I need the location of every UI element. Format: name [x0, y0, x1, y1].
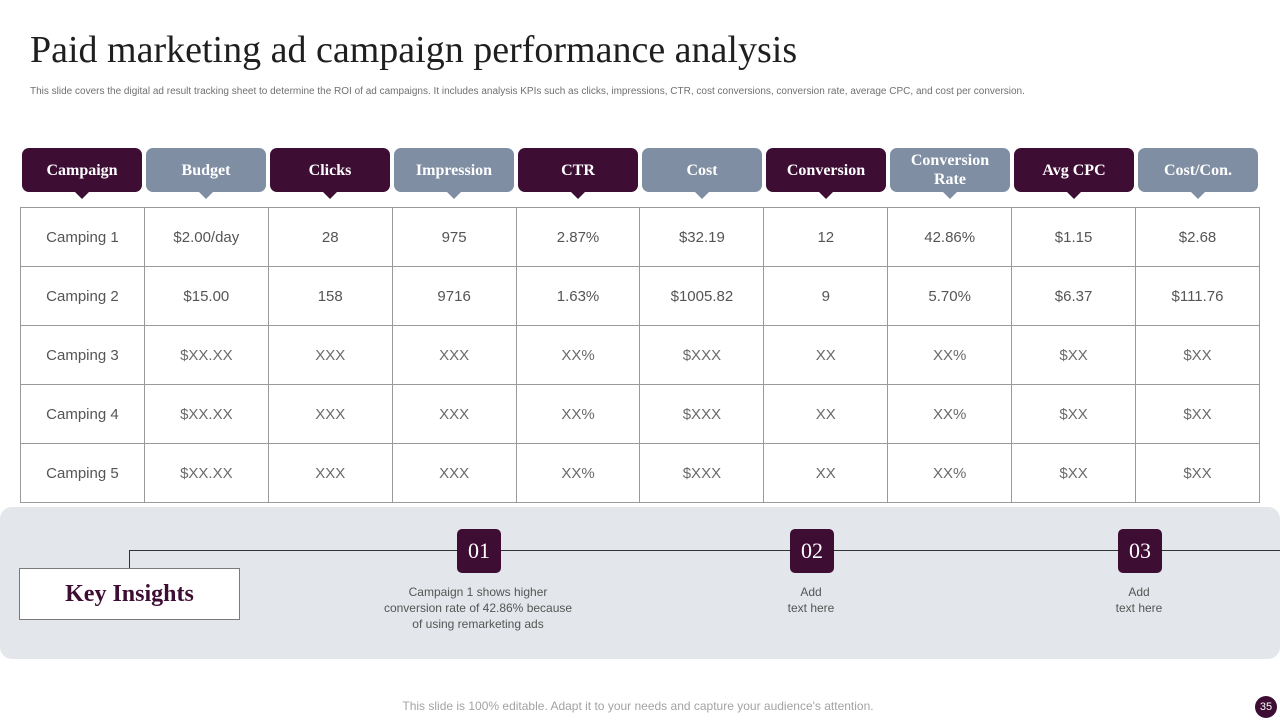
- slide-footer: This slide is 100% editable. Adapt it to…: [402, 699, 874, 713]
- table-cell: XXX: [391, 325, 517, 385]
- table-cell: $XXX: [639, 325, 765, 385]
- insight-text-1: Campaign 1 shows higher conversion rate …: [383, 585, 573, 631]
- table-cell: XX%: [887, 443, 1013, 503]
- header-cost: Cost: [642, 148, 762, 199]
- table-cell: $XX.XX: [143, 325, 269, 385]
- page-number-badge: 35: [1255, 696, 1277, 718]
- insight-text-2: Add text here: [787, 585, 835, 615]
- table-cell: XX%: [887, 325, 1013, 385]
- table-cell: 975: [391, 207, 517, 267]
- table-cell: XX%: [515, 443, 641, 503]
- table-cell: XX: [763, 443, 889, 503]
- table-cell: $XX: [1135, 384, 1260, 444]
- key-insights-label: Key Insights: [19, 568, 240, 620]
- table-cell: $2.68: [1135, 207, 1260, 267]
- table-row: Camping 2 $15.00 158 9716 1.63% $1005.82…: [20, 266, 1260, 326]
- table-cell: $XX: [1135, 443, 1260, 503]
- table-header-row: Campaign Budget Clicks Impression CTR Co…: [20, 148, 1260, 200]
- table-cell: XXX: [391, 384, 517, 444]
- table-cell: Camping 3: [20, 325, 145, 385]
- insight-number-3: 03: [1118, 529, 1162, 573]
- table-row: Camping 3 $XX.XX XXX XXX XX% $XXX XX XX%…: [20, 325, 1260, 385]
- table-cell: 2.87%: [515, 207, 641, 267]
- timeline-connector-drop: [129, 550, 130, 569]
- table-cell: $XX: [1011, 384, 1137, 444]
- table-cell: XXX: [391, 443, 517, 503]
- header-avg-cpc: Avg CPC: [1014, 148, 1134, 199]
- table-cell: $XX.XX: [143, 384, 269, 444]
- slide-subtitle: This slide covers the digital ad result …: [30, 86, 1025, 97]
- insight-number-1: 01: [457, 529, 501, 573]
- table-cell: 1.63%: [515, 266, 641, 326]
- table-cell: Camping 5: [20, 443, 145, 503]
- table-row: Camping 4 $XX.XX XXX XXX XX% $XXX XX XX%…: [20, 384, 1260, 444]
- header-budget: Budget: [146, 148, 266, 199]
- table-cell: $XX: [1135, 325, 1260, 385]
- insight-number-2: 02: [790, 529, 834, 573]
- table-cell: $6.37: [1011, 266, 1137, 326]
- table-cell: 9: [763, 266, 889, 326]
- table-cell: $XX: [1011, 443, 1137, 503]
- table-cell: Camping 2: [20, 266, 145, 326]
- campaign-table: Camping 1 $2.00/day 28 975 2.87% $32.19 …: [20, 207, 1260, 503]
- table-cell: 42.86%: [887, 207, 1013, 267]
- header-campaign: Campaign: [22, 148, 142, 199]
- table-cell: XXX: [267, 443, 393, 503]
- header-ctr: CTR: [518, 148, 638, 199]
- table-cell: 158: [267, 266, 393, 326]
- table-cell: XXX: [267, 325, 393, 385]
- table-cell: 5.70%: [887, 266, 1013, 326]
- table-cell: $2.00/day: [143, 207, 269, 267]
- table-cell: Camping 4: [20, 384, 145, 444]
- header-cost-per-conversion: Cost/Con.: [1138, 148, 1258, 199]
- slide-title: Paid marketing ad campaign performance a…: [30, 29, 798, 71]
- insight-text-3: Add text here: [1115, 585, 1163, 615]
- table-cell: $15.00: [143, 266, 269, 326]
- table-cell: XX%: [515, 384, 641, 444]
- table-cell: XX: [763, 384, 889, 444]
- table-cell: $XX.XX: [143, 443, 269, 503]
- table-cell: $XXX: [639, 384, 765, 444]
- table-cell: 9716: [391, 266, 517, 326]
- table-cell: $XX: [1011, 325, 1137, 385]
- table-cell: XXX: [267, 384, 393, 444]
- table-cell: Camping 1: [20, 207, 145, 267]
- table-cell: 12: [763, 207, 889, 267]
- table-cell: XX: [763, 325, 889, 385]
- table-cell: $XXX: [639, 443, 765, 503]
- table-cell: 28: [267, 207, 393, 267]
- table-cell: XX%: [887, 384, 1013, 444]
- table-cell: $111.76: [1135, 266, 1260, 326]
- header-clicks: Clicks: [270, 148, 390, 199]
- table-cell: $1005.82: [639, 266, 765, 326]
- table-cell: $1.15: [1011, 207, 1137, 267]
- table-row: Camping 1 $2.00/day 28 975 2.87% $32.19 …: [20, 207, 1260, 267]
- header-impression: Impression: [394, 148, 514, 199]
- header-conversion-rate: Conversion Rate: [890, 148, 1010, 199]
- table-row: Camping 5 $XX.XX XXX XXX XX% $XXX XX XX%…: [20, 443, 1260, 503]
- table-cell: XX%: [515, 325, 641, 385]
- table-cell: $32.19: [639, 207, 765, 267]
- header-conversion: Conversion: [766, 148, 886, 199]
- timeline-connector: [129, 550, 1280, 551]
